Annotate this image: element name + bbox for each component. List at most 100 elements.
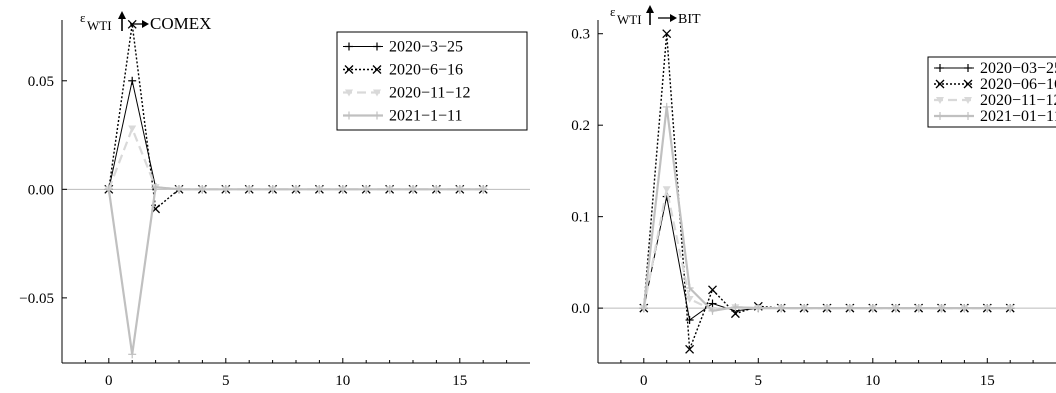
chart-wti-comex: 0 5 10 15−0.050.000.052020−3−252020−6−16202… (19, 10, 530, 389)
marker-triangle (662, 186, 671, 194)
data-point (685, 316, 694, 325)
data-point (685, 344, 695, 354)
data-point (891, 304, 900, 313)
title-target: COMEX (150, 14, 211, 33)
legend-marker (936, 97, 944, 104)
data-point (685, 283, 694, 292)
x-tick-label: 0 (640, 373, 648, 389)
data-point (455, 185, 464, 194)
legend-marker (372, 65, 382, 74)
series-3 (639, 102, 1015, 315)
data-point (730, 309, 740, 319)
x-tick-label: 15 (980, 373, 995, 389)
data-point (128, 76, 137, 85)
y-tick-label: 0.3 (571, 27, 590, 43)
legend-marker (936, 112, 944, 120)
chart-wti-bit: 0 5 10 150.00.10.20.32020−03−252020−06−1620… (571, 4, 1056, 389)
legend-marker (373, 89, 381, 97)
up-arrow-head (118, 11, 126, 19)
marker-x-b (730, 309, 740, 319)
marker-triangle (345, 89, 353, 97)
series-line (642, 106, 1011, 313)
data-point (868, 304, 877, 313)
data-point (221, 185, 230, 194)
up-arrow-head (646, 5, 654, 13)
data-point (708, 285, 717, 295)
marker-x-b (963, 79, 973, 89)
data-point (754, 304, 763, 313)
y-tick-label: 0.1 (571, 210, 590, 226)
data-point (338, 185, 347, 194)
data-point (151, 183, 160, 192)
data-point (432, 185, 441, 194)
legend-box (336, 31, 528, 131)
data-point (800, 304, 809, 313)
data-point (983, 304, 992, 313)
data-point (268, 185, 277, 194)
data-point (960, 304, 969, 313)
marker-x-b (685, 344, 695, 354)
data-point (937, 304, 946, 313)
data-point (128, 125, 137, 133)
marker-triangle (936, 97, 944, 104)
data-point (708, 306, 717, 315)
legend-marker (936, 64, 944, 72)
legend-marker (373, 42, 381, 51)
x-tick-label: 5 (755, 373, 763, 389)
marker-x-b (708, 285, 717, 295)
data-point (708, 299, 717, 308)
data-point (362, 185, 371, 194)
right-arrow-head (670, 14, 677, 22)
marker-x-b (662, 29, 672, 39)
data-point (685, 295, 694, 303)
data-point (845, 304, 854, 313)
x-tick-label: 15 (452, 373, 467, 389)
data-point (639, 304, 648, 313)
data-point (662, 186, 671, 194)
title-subscript: WTI (617, 12, 642, 27)
legend-label: 2020−03−25 (980, 60, 1056, 77)
title-epsilon: ε (610, 4, 616, 19)
legend: 2020−3−25 2020−6−16 2020−11−12 2021−1−11 (336, 31, 528, 131)
x-tick-label: 10 (865, 373, 880, 389)
legend-marker (345, 111, 353, 120)
legend-marker (964, 112, 972, 120)
y-tick-label: −0.05 (19, 291, 54, 307)
legend-marker (345, 42, 353, 51)
title-subscript: WTI (87, 18, 112, 33)
series-line (643, 196, 1011, 321)
legend-label: 2020−11−12 (389, 85, 470, 102)
legend-label: 2020−11−12 (980, 92, 1056, 109)
data-point (292, 185, 300, 194)
legend-label: 2021−1−11 (389, 108, 462, 125)
data-point (128, 350, 137, 359)
y-tick-label: 0.0 (571, 301, 590, 317)
data-point (777, 304, 786, 313)
data-point (823, 304, 831, 313)
marker-x-b (935, 79, 945, 89)
y-tick-label: 0.2 (571, 118, 590, 134)
marker-x-b (344, 65, 354, 74)
legend-marker (373, 111, 381, 120)
legend-label: 2020−3−25 (389, 39, 463, 56)
legend-marker (935, 79, 945, 89)
data-point (104, 185, 113, 194)
legend-label: 2020−6−16 (389, 62, 463, 79)
data-point (662, 29, 672, 39)
legend-marker (345, 89, 353, 97)
legend-label: 2020−06−16 (980, 76, 1056, 93)
legend-marker (964, 64, 972, 72)
series-line (642, 188, 1011, 312)
data-point (315, 185, 324, 194)
marker-triangle (685, 295, 694, 303)
data-point (385, 185, 394, 194)
legend-marker (963, 79, 973, 89)
title-epsilon: ε (80, 10, 86, 25)
legend-label: 2021−01−11 (980, 108, 1056, 125)
series-2 (104, 125, 488, 194)
data-point (175, 185, 183, 194)
series-line (107, 125, 484, 191)
